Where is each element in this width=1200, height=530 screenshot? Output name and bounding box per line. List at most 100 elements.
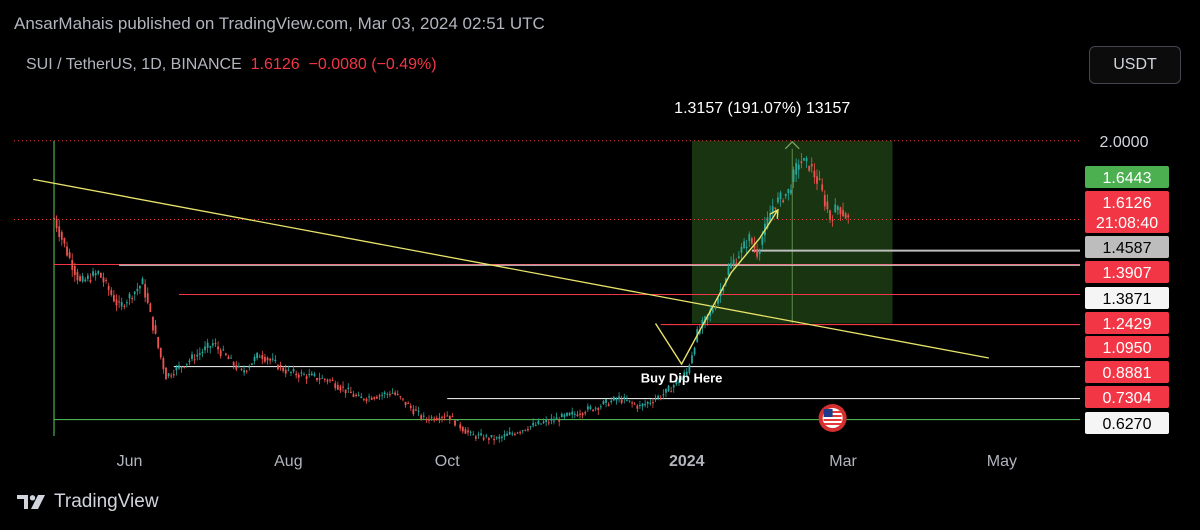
candle-body (222, 349, 225, 351)
candle-body (537, 420, 540, 424)
candle-body (717, 297, 719, 304)
candle-body (808, 165, 811, 171)
candle-body (558, 420, 561, 422)
candle-body (511, 433, 514, 435)
candle-body (730, 263, 732, 269)
candle-body (102, 277, 105, 283)
x-tick-label: Oct (435, 453, 460, 470)
candle-body (758, 250, 761, 255)
candle-body (105, 279, 107, 281)
candle-body (612, 396, 615, 401)
price-scale-box (1085, 236, 1169, 258)
candle-body (662, 394, 665, 396)
candle-body (144, 284, 147, 298)
candle-body (206, 342, 209, 348)
candle-body (443, 416, 446, 418)
price-change: −0.0080 (−0.49%) (308, 56, 437, 73)
candle-body (196, 354, 199, 357)
candle-body (128, 293, 131, 299)
price-chart[interactable]: Buy Dip Here 1.3157 (191.07%) 13157 Jun Aug… (0, 0, 1200, 480)
candle-body (839, 207, 842, 215)
countdown-label: 21:08:40 (1096, 215, 1158, 232)
price-scale-box (1085, 261, 1169, 283)
candle-body (256, 352, 259, 359)
price-scale-box (1085, 312, 1169, 334)
candle-body (295, 373, 298, 376)
candle-body (407, 402, 410, 404)
candle-body (120, 301, 123, 307)
candle-body (646, 401, 649, 404)
candle-body (769, 213, 772, 222)
candle-body (784, 193, 787, 197)
candle-body (240, 368, 243, 370)
candle-body (748, 234, 751, 241)
candle-body (568, 412, 571, 416)
candle-body (836, 206, 839, 210)
candle-body (459, 424, 462, 429)
candle-body (342, 386, 344, 388)
candle-body (844, 213, 847, 219)
candle-body (428, 419, 430, 421)
candle-body (159, 347, 162, 358)
candle-body (532, 422, 535, 426)
candle-body (204, 346, 206, 351)
candle-body (448, 415, 451, 421)
candle-body (175, 366, 178, 371)
candle-body (579, 413, 581, 415)
candle-body (743, 241, 745, 249)
candle-body (326, 379, 329, 382)
candle-body (274, 359, 277, 362)
candle-body (386, 393, 389, 395)
candle-body (597, 408, 600, 411)
candle-body (373, 397, 376, 399)
candle-body (201, 351, 204, 354)
candle-body (803, 158, 805, 161)
candle-body (724, 278, 727, 284)
candle-body (782, 200, 785, 202)
candle-body (514, 433, 516, 435)
candle-body (480, 433, 482, 436)
candle-body (318, 378, 321, 380)
candle-body (500, 436, 503, 439)
x-tick-label: Jun (117, 453, 143, 470)
candle-body (623, 397, 626, 399)
candle-body (826, 201, 829, 210)
candle-body (594, 407, 597, 409)
candle-body (149, 303, 152, 312)
candle-body (243, 370, 245, 373)
candle-body (756, 249, 758, 257)
candle-body (675, 380, 678, 385)
candle-body (740, 246, 743, 253)
candle-body (110, 290, 113, 295)
candle-body (753, 243, 756, 249)
candle-body (680, 377, 683, 380)
price-scale-box (1085, 361, 1169, 383)
candle-body (508, 431, 511, 435)
price-scale-box (1085, 336, 1169, 358)
candle-body (430, 416, 433, 418)
candle-body (477, 434, 480, 436)
candle-body (461, 427, 464, 432)
candle-body (92, 271, 94, 276)
candle-body (441, 416, 443, 418)
candle-body (292, 369, 295, 372)
candle-body (180, 366, 183, 368)
currency-button[interactable]: USDT (1089, 46, 1181, 84)
candle-body (774, 207, 777, 209)
price-scale-box (1085, 287, 1169, 309)
flag-canton (823, 409, 833, 417)
candle-body (310, 373, 313, 376)
candle-body (688, 365, 691, 373)
price-scale-label: 1.0950 (1103, 340, 1152, 357)
candle-body (402, 398, 404, 400)
candle-body (422, 415, 425, 417)
candle-body (258, 356, 261, 358)
candle-body (550, 418, 553, 421)
candle-body (245, 370, 248, 372)
candle-body (172, 374, 175, 376)
candle-body (188, 360, 191, 363)
candle-body (639, 405, 641, 407)
candle-body (540, 423, 542, 425)
candle-body (547, 422, 550, 424)
candle-body (649, 402, 652, 404)
